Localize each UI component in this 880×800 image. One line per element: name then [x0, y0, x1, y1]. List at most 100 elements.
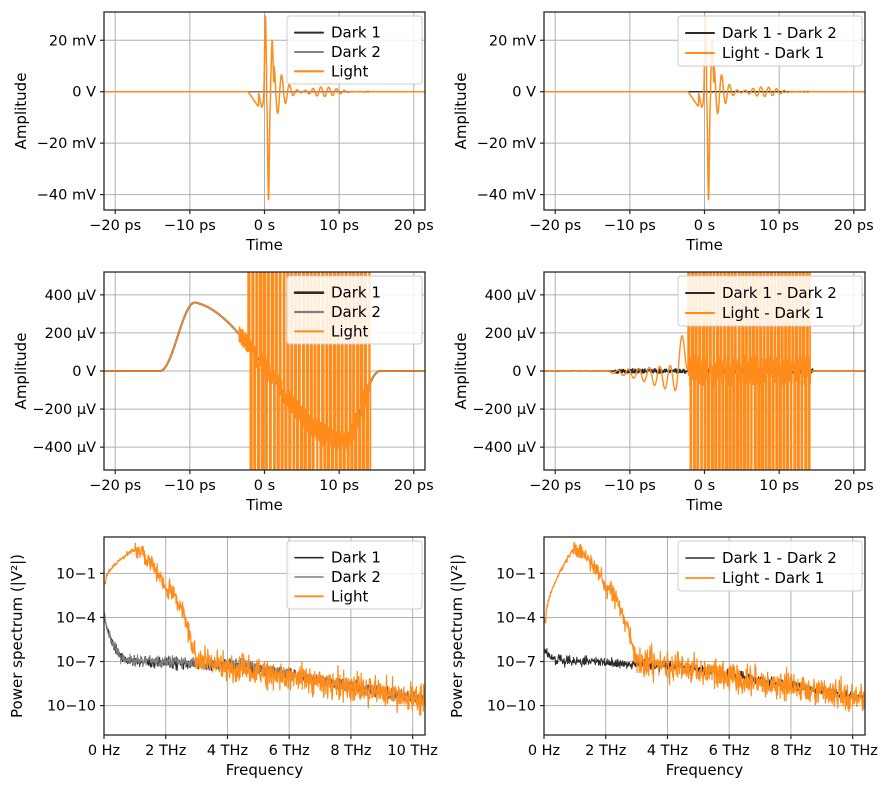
- x-ticklabel: 4 THz: [647, 743, 688, 759]
- x-axis-label: Frequency: [226, 761, 304, 779]
- x-ticklabel: 20 ps: [394, 478, 434, 494]
- y-ticklabel: 200 µV: [485, 326, 537, 342]
- y-ticklabel: 0 V: [72, 85, 96, 101]
- y-ticklabel: −400 µV: [32, 440, 96, 456]
- legend: Dark 1 - Dark 2 Light - Dark 1: [677, 540, 863, 592]
- data-traces: [104, 542, 425, 717]
- y-ticklabel: −20 mV: [37, 136, 96, 152]
- trace-light: [104, 542, 425, 717]
- x-ticklabel: −10 ps: [604, 478, 656, 494]
- y-axis-label: Power spectrum (|V²|): [8, 554, 26, 718]
- legend-box: [677, 15, 863, 67]
- x-axis-label: Time: [245, 496, 283, 514]
- axes: −20 ps −10 ps 0 s 10 ps 20 ps 400 µV 200 µV 0 V…: [452, 288, 874, 514]
- y-axis-label: Amplitude: [452, 333, 470, 410]
- legend-label-1: Dark 1 - Dark 2: [722, 24, 837, 42]
- y-ticklabel: 20 mV: [49, 33, 96, 49]
- y-ticklabel: 10−1: [56, 566, 96, 582]
- plot-border: [103, 536, 426, 736]
- data-traces: [544, 272, 865, 470]
- y-ticklabel: 10−10: [47, 699, 96, 715]
- y-ticklabel: 0 V: [512, 364, 536, 380]
- legend: Dark 1 - Dark 2 Light - Dark 1: [677, 15, 863, 67]
- y-ticklabel: 0 V: [72, 364, 96, 380]
- x-axis-label: Time: [245, 236, 283, 254]
- y-ticklabel: 20 mV: [489, 33, 536, 49]
- top-left-panel-svg: −20 ps −10 ps 0 s 10 ps 20 ps 20 mV 0 V −20 mV −…: [12, 11, 434, 254]
- x-ticklabel: 0 s: [254, 478, 275, 494]
- top-right-panel: −20 ps −10 ps 0 s 10 ps 20 ps 20 mV 0 V −20 mV −…: [440, 0, 880, 260]
- y-ticklabel: 400 µV: [45, 288, 97, 304]
- middle-left-panel: −20 ps −10 ps 0 s 10 ps 20 ps 400 µV 200 µV 0 V…: [0, 260, 440, 520]
- data-traces: [104, 15, 425, 201]
- y-axis-label: Amplitude: [12, 333, 30, 410]
- x-ticklabel: 10 ps: [319, 478, 359, 494]
- x-ticklabel: 4 THz: [207, 743, 248, 759]
- y-ticklabel: 0 V: [512, 85, 536, 101]
- trace-light-dark-1: [544, 272, 865, 470]
- legend-label-1: Dark 1: [331, 284, 381, 302]
- y-axis-label: Amplitude: [452, 73, 470, 150]
- legend-label-2: Light - Dark 1: [722, 44, 824, 62]
- trace-light: [104, 15, 425, 201]
- legend-label-2: Dark 2: [331, 43, 381, 61]
- x-ticklabel: 0 Hz: [88, 743, 120, 759]
- data-traces: [544, 542, 865, 713]
- plot-border: [543, 536, 866, 736]
- legend-label-1: Dark 1: [331, 549, 381, 567]
- legend-box: [677, 540, 863, 592]
- y-ticklabel: 10−4: [496, 610, 536, 626]
- y-axis-label: Amplitude: [12, 73, 30, 150]
- x-axis-label: Frequency: [666, 761, 744, 779]
- legend-label-2: Dark 2: [331, 303, 381, 321]
- x-ticklabel: 20 ps: [834, 478, 874, 494]
- y-ticklabel: −40 mV: [477, 188, 536, 204]
- x-ticklabel: 10 ps: [759, 478, 799, 494]
- y-ticklabel: 10−4: [56, 610, 96, 626]
- x-axis-label: Time: [685, 236, 723, 254]
- y-ticklabel: 10−1: [496, 566, 536, 582]
- axes: −20 ps −10 ps 0 s 10 ps 20 ps 400 µV 200 µV 0 V…: [12, 288, 434, 514]
- legend-label-2: Light - Dark 1: [722, 569, 824, 587]
- bottom-left-panel-svg: 0 Hz 2 THz 4 THz 6 THz 8 THz 10 THz 10−1 10−4 10…: [8, 536, 438, 779]
- x-ticklabel: 0 s: [694, 218, 715, 234]
- legend-label-2: Light - Dark 1: [722, 304, 824, 322]
- y-ticklabel: 10−10: [487, 699, 536, 715]
- bottom-right-panel: 0 Hz 2 THz 4 THz 6 THz 8 THz 10 THz 10−1 10−4 10…: [440, 520, 880, 800]
- axes: 0 Hz 2 THz 4 THz 6 THz 8 THz 10 THz 10−1 10−4 10…: [8, 554, 438, 779]
- x-ticklabel: −20 ps: [529, 478, 581, 494]
- bottom-right-panel-svg: 0 Hz 2 THz 4 THz 6 THz 8 THz 10 THz 10−1 10−4 10…: [448, 536, 878, 779]
- x-ticklabel: 6 THz: [269, 743, 310, 759]
- bottom-left-panel: 0 Hz 2 THz 4 THz 6 THz 8 THz 10 THz 10−1 10−4 10…: [0, 520, 440, 800]
- x-ticklabel: 8 THz: [330, 743, 371, 759]
- y-ticklabel: 10−7: [56, 655, 96, 671]
- legend-label-1: Dark 1 - Dark 2: [722, 549, 837, 567]
- x-ticklabel: 6 THz: [709, 743, 750, 759]
- y-ticklabel: −200 µV: [32, 402, 96, 418]
- x-ticklabel: −20 ps: [89, 478, 141, 494]
- x-ticklabel: −20 ps: [89, 218, 141, 234]
- legend: Dark 1 - Dark 2 Light - Dark 1: [677, 275, 863, 327]
- x-ticklabel: 20 ps: [394, 218, 434, 234]
- top-right-panel-svg: −20 ps −10 ps 0 s 10 ps 20 ps 20 mV 0 V −20 mV −…: [452, 11, 874, 254]
- x-ticklabel: 0 Hz: [528, 743, 560, 759]
- y-ticklabel: −20 mV: [477, 136, 536, 152]
- x-ticklabel: 10 ps: [759, 218, 799, 234]
- x-ticklabel: 10 THz: [387, 743, 437, 759]
- y-ticklabel: −40 mV: [37, 188, 96, 204]
- x-ticklabel: 2 THz: [585, 743, 626, 759]
- legend-label-3: Light: [331, 322, 369, 340]
- x-ticklabel: 8 THz: [770, 743, 811, 759]
- x-ticklabel: −20 ps: [529, 218, 581, 234]
- trace-light-dark-1: [544, 542, 865, 713]
- axes: 0 Hz 2 THz 4 THz 6 THz 8 THz 10 THz 10−1 10−4 10…: [448, 554, 878, 779]
- legend-box: [677, 275, 863, 327]
- x-ticklabel: 10 THz: [827, 743, 877, 759]
- legend-label-3: Light: [331, 62, 369, 80]
- y-ticklabel: 200 µV: [45, 326, 97, 342]
- x-ticklabel: −10 ps: [164, 478, 216, 494]
